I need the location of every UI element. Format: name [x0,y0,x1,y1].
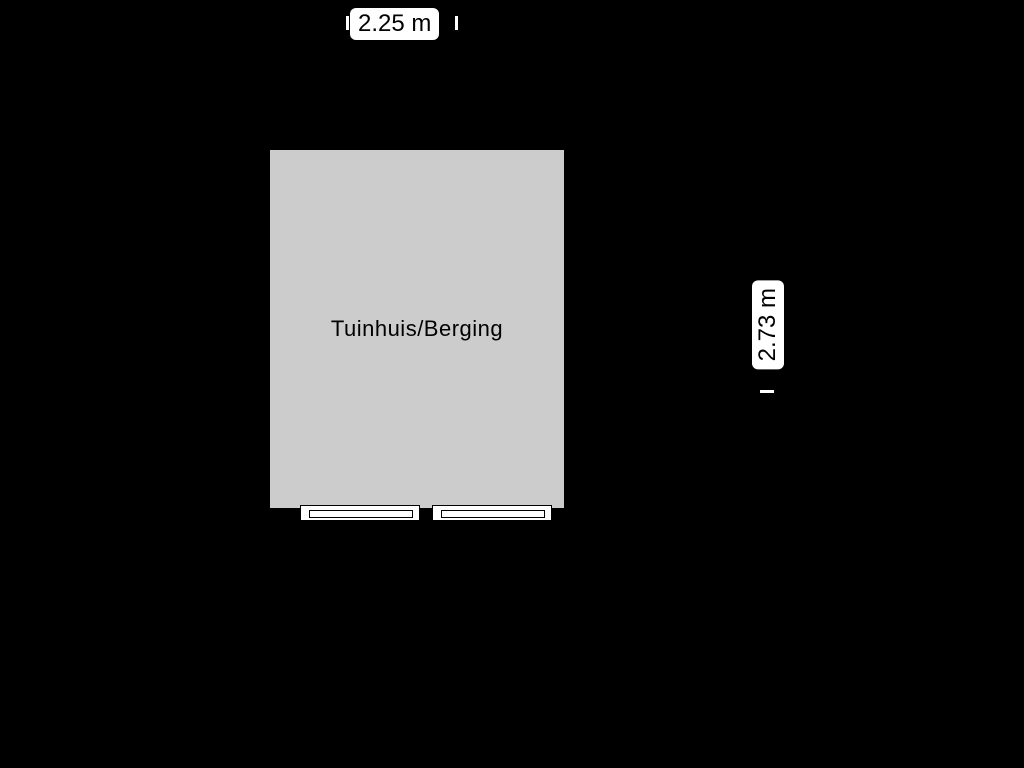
floorplan-canvas: Tuinhuis/Berging 2.25 m 2.73 m [0,0,1024,768]
door-left-panel [309,510,413,518]
door-left [300,505,420,521]
dim-width-tick-left [346,16,349,30]
room-tuinhuis: Tuinhuis/Berging [268,148,566,510]
dim-height-tick-bottom [760,390,774,393]
door-right [432,505,552,521]
door-right-panel [441,510,545,518]
dim-height-label: 2.73 m [752,280,784,369]
dim-width-label: 2.25 m [350,8,439,40]
dim-width-tick-right [455,16,458,30]
room-label: Tuinhuis/Berging [331,316,503,342]
